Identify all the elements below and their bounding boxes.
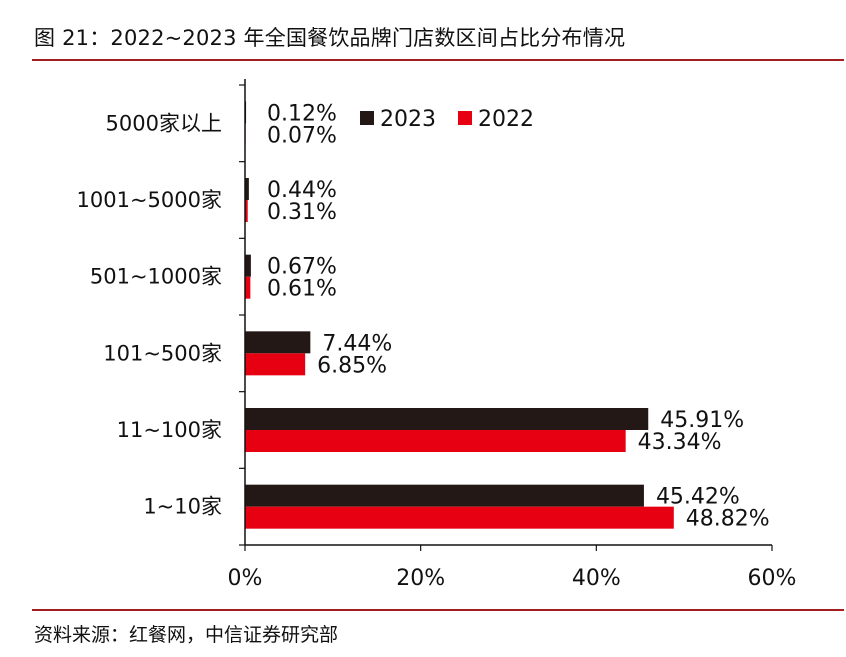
data-label: 48.82% bbox=[686, 507, 770, 532]
data-label: 45.42% bbox=[656, 485, 740, 510]
data-label: 0.44% bbox=[267, 178, 337, 203]
legend-swatch-2022 bbox=[458, 111, 472, 125]
data-label: 0.31% bbox=[267, 200, 337, 225]
title-divider bbox=[32, 59, 844, 61]
x-tick-label: 0% bbox=[228, 566, 263, 591]
category-label: 11~100家 bbox=[117, 418, 222, 442]
bar-2023-1 bbox=[245, 178, 249, 200]
category-label: 1001~5000家 bbox=[77, 188, 222, 212]
legend-label-2022: 2022 bbox=[478, 107, 534, 132]
data-label: 43.34% bbox=[638, 430, 722, 455]
legend-swatch-2023 bbox=[360, 111, 374, 125]
data-label: 6.85% bbox=[317, 353, 387, 378]
chart-title: 图 21：2022~2023 年全国餐饮品牌门店数区间占比分布情况 bbox=[34, 26, 626, 50]
legend-label-2023: 2023 bbox=[380, 107, 436, 132]
data-label: 0.12% bbox=[267, 101, 337, 126]
data-label: 0.61% bbox=[267, 277, 337, 302]
x-tick-label: 60% bbox=[748, 566, 797, 591]
bar-2022-3 bbox=[245, 353, 306, 376]
bar-chart: 0% 20% 40% 60% 5000家以上 0.12%0.07% 1001~5000家 0… bbox=[77, 79, 797, 591]
source-divider bbox=[32, 609, 844, 611]
category-label: 501~1000家 bbox=[90, 265, 222, 289]
data-label: 7.44% bbox=[322, 331, 392, 356]
data-label: 0.07% bbox=[267, 123, 337, 148]
x-tick-label: 40% bbox=[572, 566, 621, 591]
category-label: 5000家以上 bbox=[106, 111, 222, 135]
bar-2022-1 bbox=[245, 200, 248, 222]
source-note: 资料来源：红餐网，中信证券研究部 bbox=[34, 624, 339, 646]
data-label: 45.91% bbox=[660, 408, 744, 433]
bar-2022-2 bbox=[245, 276, 251, 299]
category-label: 1~10家 bbox=[143, 495, 222, 519]
bar-2023-2 bbox=[245, 254, 251, 277]
bar-2022-4 bbox=[245, 430, 626, 452]
bar-2023-5 bbox=[245, 484, 644, 507]
bar-2023-4 bbox=[245, 408, 649, 430]
data-label: 0.67% bbox=[267, 255, 337, 280]
category-label: 101~500家 bbox=[103, 341, 222, 365]
x-tick-label: 20% bbox=[396, 566, 445, 591]
bar-2022-5 bbox=[245, 506, 674, 529]
bar-2023-3 bbox=[245, 331, 311, 354]
